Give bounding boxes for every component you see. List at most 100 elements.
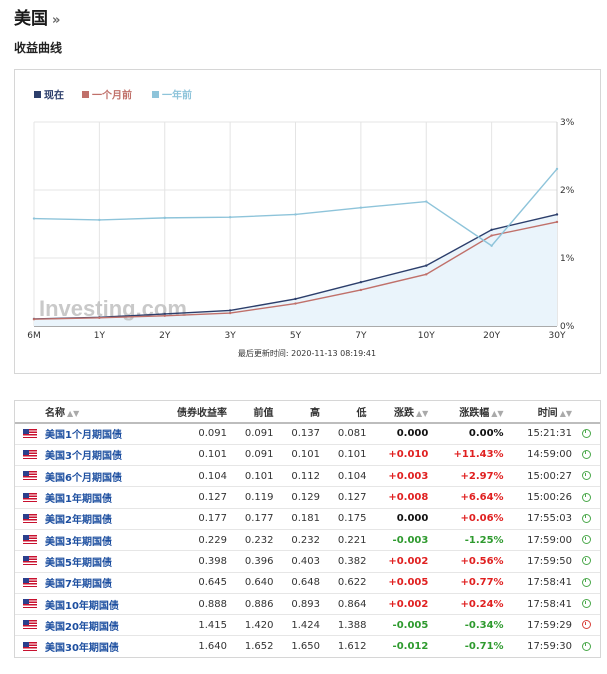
us-flag-icon <box>15 423 41 445</box>
change-cell: +0.005 <box>372 572 435 594</box>
chart-lines <box>32 167 559 321</box>
bond-name-cell[interactable]: 美国10年期国债 <box>41 593 158 616</box>
table-row: 美国20年期国债 1.415 1.420 1.424 1.388 -0.005 -0.34%… <box>15 614 600 637</box>
bond-name-link[interactable]: 美国3个月期国债 <box>45 451 122 463</box>
prev-cell: 0.101 <box>232 465 280 488</box>
clock-icon <box>578 636 600 657</box>
bond-name-link[interactable]: 美国6个月期国债 <box>45 472 122 484</box>
bond-name-link[interactable]: 美国3年期国债 <box>45 536 112 548</box>
bond-name-cell[interactable]: 美国3年期国债 <box>41 529 158 552</box>
title-arrow[interactable]: » <box>52 13 61 28</box>
bond-name-link[interactable]: 美国30年期国债 <box>45 643 119 655</box>
x-tick-label: 20Y <box>483 331 500 341</box>
bond-name-cell[interactable]: 美国6个月期国债 <box>41 465 158 488</box>
col-header-high[interactable]: 高 <box>279 401 327 424</box>
bond-name-cell[interactable]: 美国3个月期国债 <box>41 444 158 467</box>
x-tick-label: 2Y <box>159 331 171 341</box>
bond-name-cell[interactable]: 美国7年期国债 <box>41 572 158 594</box>
legend-label: 一个月前 <box>92 89 132 102</box>
data-point <box>294 302 297 305</box>
bond-name-cell[interactable]: 美国20年期国债 <box>41 614 158 637</box>
change-pct-cell: +0.06% <box>434 508 510 530</box>
data-point <box>359 288 363 292</box>
clock-icon <box>578 444 600 467</box>
yield-cell: 0.177 <box>157 508 233 530</box>
change-pct-cell: +0.56% <box>434 550 510 573</box>
bond-name-link[interactable]: 美国1年期国债 <box>45 494 112 506</box>
yield-cell: 0.091 <box>157 423 233 445</box>
sort-icon: ▲▼ <box>416 409 429 418</box>
sort-icon: ▲▼ <box>491 409 504 418</box>
bond-name-link[interactable]: 美国1个月期国债 <box>45 430 122 442</box>
page-title[interactable]: 美国 » <box>14 4 60 29</box>
x-tick-label: 3Y <box>225 331 237 341</box>
x-tick-label: 5Y <box>290 331 302 341</box>
col-header-prev[interactable]: 前值 <box>232 401 280 424</box>
bond-name-link[interactable]: 美国5年期国债 <box>45 557 112 569</box>
table-row: 美国3个月期国债 0.101 0.091 0.101 0.101 +0.010 +11.43… <box>15 444 600 467</box>
page-title-text[interactable]: 美国 <box>14 9 48 29</box>
data-point <box>163 314 166 317</box>
us-flag-icon <box>15 444 41 467</box>
table-row: 美国1个月期国债 0.091 0.091 0.137 0.081 0.000 0.00% 15… <box>15 423 600 445</box>
us-flag-icon <box>15 593 41 616</box>
bond-table-container: 名称 ▲▼ 债券收益率 前值 高 低 涨跌 ▲▼ 涨跌幅 ▲▼ 时间 ▲▼ 美国1个月期… <box>14 400 601 659</box>
bond-name-cell[interactable]: 美国1年期国债 <box>41 486 158 509</box>
prev-cell: 0.396 <box>232 550 280 573</box>
us-flag-icon <box>15 508 41 530</box>
data-point <box>98 218 101 222</box>
low-cell: 0.104 <box>326 465 373 488</box>
clock-icon <box>578 614 600 637</box>
time-cell: 17:59:29 <box>509 614 578 637</box>
low-cell: 0.127 <box>326 486 373 509</box>
chart-footnote: 最后更新时间: 2020-11-13 08:19:41 <box>238 348 376 358</box>
bond-name-link[interactable]: 美国7年期国债 <box>45 579 112 591</box>
low-cell: 1.388 <box>326 614 373 637</box>
bond-name-link[interactable]: 美国2年期国债 <box>45 515 112 527</box>
data-point <box>228 311 232 315</box>
col-header-name[interactable]: 名称 ▲▼ <box>15 401 158 424</box>
yield-cell: 0.127 <box>157 486 233 509</box>
table-row: 美国7年期国债 0.645 0.640 0.648 0.622 +0.005 +0.77% 1… <box>15 572 600 594</box>
yield-cell: 0.101 <box>157 444 233 467</box>
bond-name-cell[interactable]: 美国1个月期国债 <box>41 423 158 445</box>
bond-name-link[interactable]: 美国10年期国债 <box>45 600 119 612</box>
change-pct-cell: +0.77% <box>434 572 510 594</box>
bond-name-cell[interactable]: 美国2年期国债 <box>41 508 158 530</box>
data-point <box>294 297 297 301</box>
table-row: 美国3年期国债 0.229 0.232 0.232 0.221 -0.003 -1.25% 1… <box>15 529 600 552</box>
col-header-change[interactable]: 涨跌 ▲▼ <box>372 401 435 424</box>
bond-name-link[interactable]: 美国20年期国债 <box>45 621 119 633</box>
yield-curve-chart: 现在 一个月前 一年前 Investing.com 6M 1Y 2Y 3Y 5Y 7Y 10Y 2… <box>14 69 601 374</box>
table-row: 美国1年期国债 0.127 0.119 0.129 0.127 +0.008 +6.64% 1… <box>15 486 600 509</box>
legend-swatch <box>82 91 89 98</box>
yield-cell: 0.229 <box>157 529 233 552</box>
col-header-yield[interactable]: 债券收益率 <box>157 401 233 424</box>
change-pct-cell: +11.43% <box>434 444 510 467</box>
bond-name-cell[interactable]: 美国30年期国债 <box>41 636 158 657</box>
data-point <box>490 244 493 247</box>
bond-name-cell[interactable]: 美国5年期国债 <box>41 550 158 573</box>
high-cell: 0.403 <box>279 550 327 573</box>
data-point <box>98 316 101 320</box>
table-row: 美国10年期国债 0.888 0.886 0.893 0.864 +0.002 +0.24%… <box>15 593 600 616</box>
section-title: 收益曲线 <box>14 41 63 55</box>
data-point <box>425 200 428 203</box>
change-cell: 0.000 <box>372 423 435 445</box>
col-header-time[interactable]: 时间 ▲▼ <box>509 401 578 424</box>
legend-label: 现在 <box>44 89 64 102</box>
clock-icon <box>578 423 600 445</box>
data-point <box>294 213 297 216</box>
col-header-change-pct[interactable]: 涨跌幅 ▲▼ <box>434 401 510 424</box>
clock-icon <box>578 593 600 616</box>
prev-cell: 0.091 <box>232 423 280 445</box>
clock-icon <box>578 486 600 509</box>
col-header-low[interactable]: 低 <box>326 401 373 424</box>
us-flag-icon <box>15 636 41 657</box>
high-cell: 0.232 <box>279 529 327 552</box>
prev-cell: 1.652 <box>244 641 274 653</box>
change-cell: -0.012 <box>392 641 429 653</box>
table-row: 美国2年期国债 0.177 0.177 0.181 0.175 0.000 +0.06% 17… <box>15 508 600 530</box>
time-cell: 17:58:41 <box>509 593 578 616</box>
chart-legend: 现在 一个月前 一年前 <box>34 89 192 102</box>
